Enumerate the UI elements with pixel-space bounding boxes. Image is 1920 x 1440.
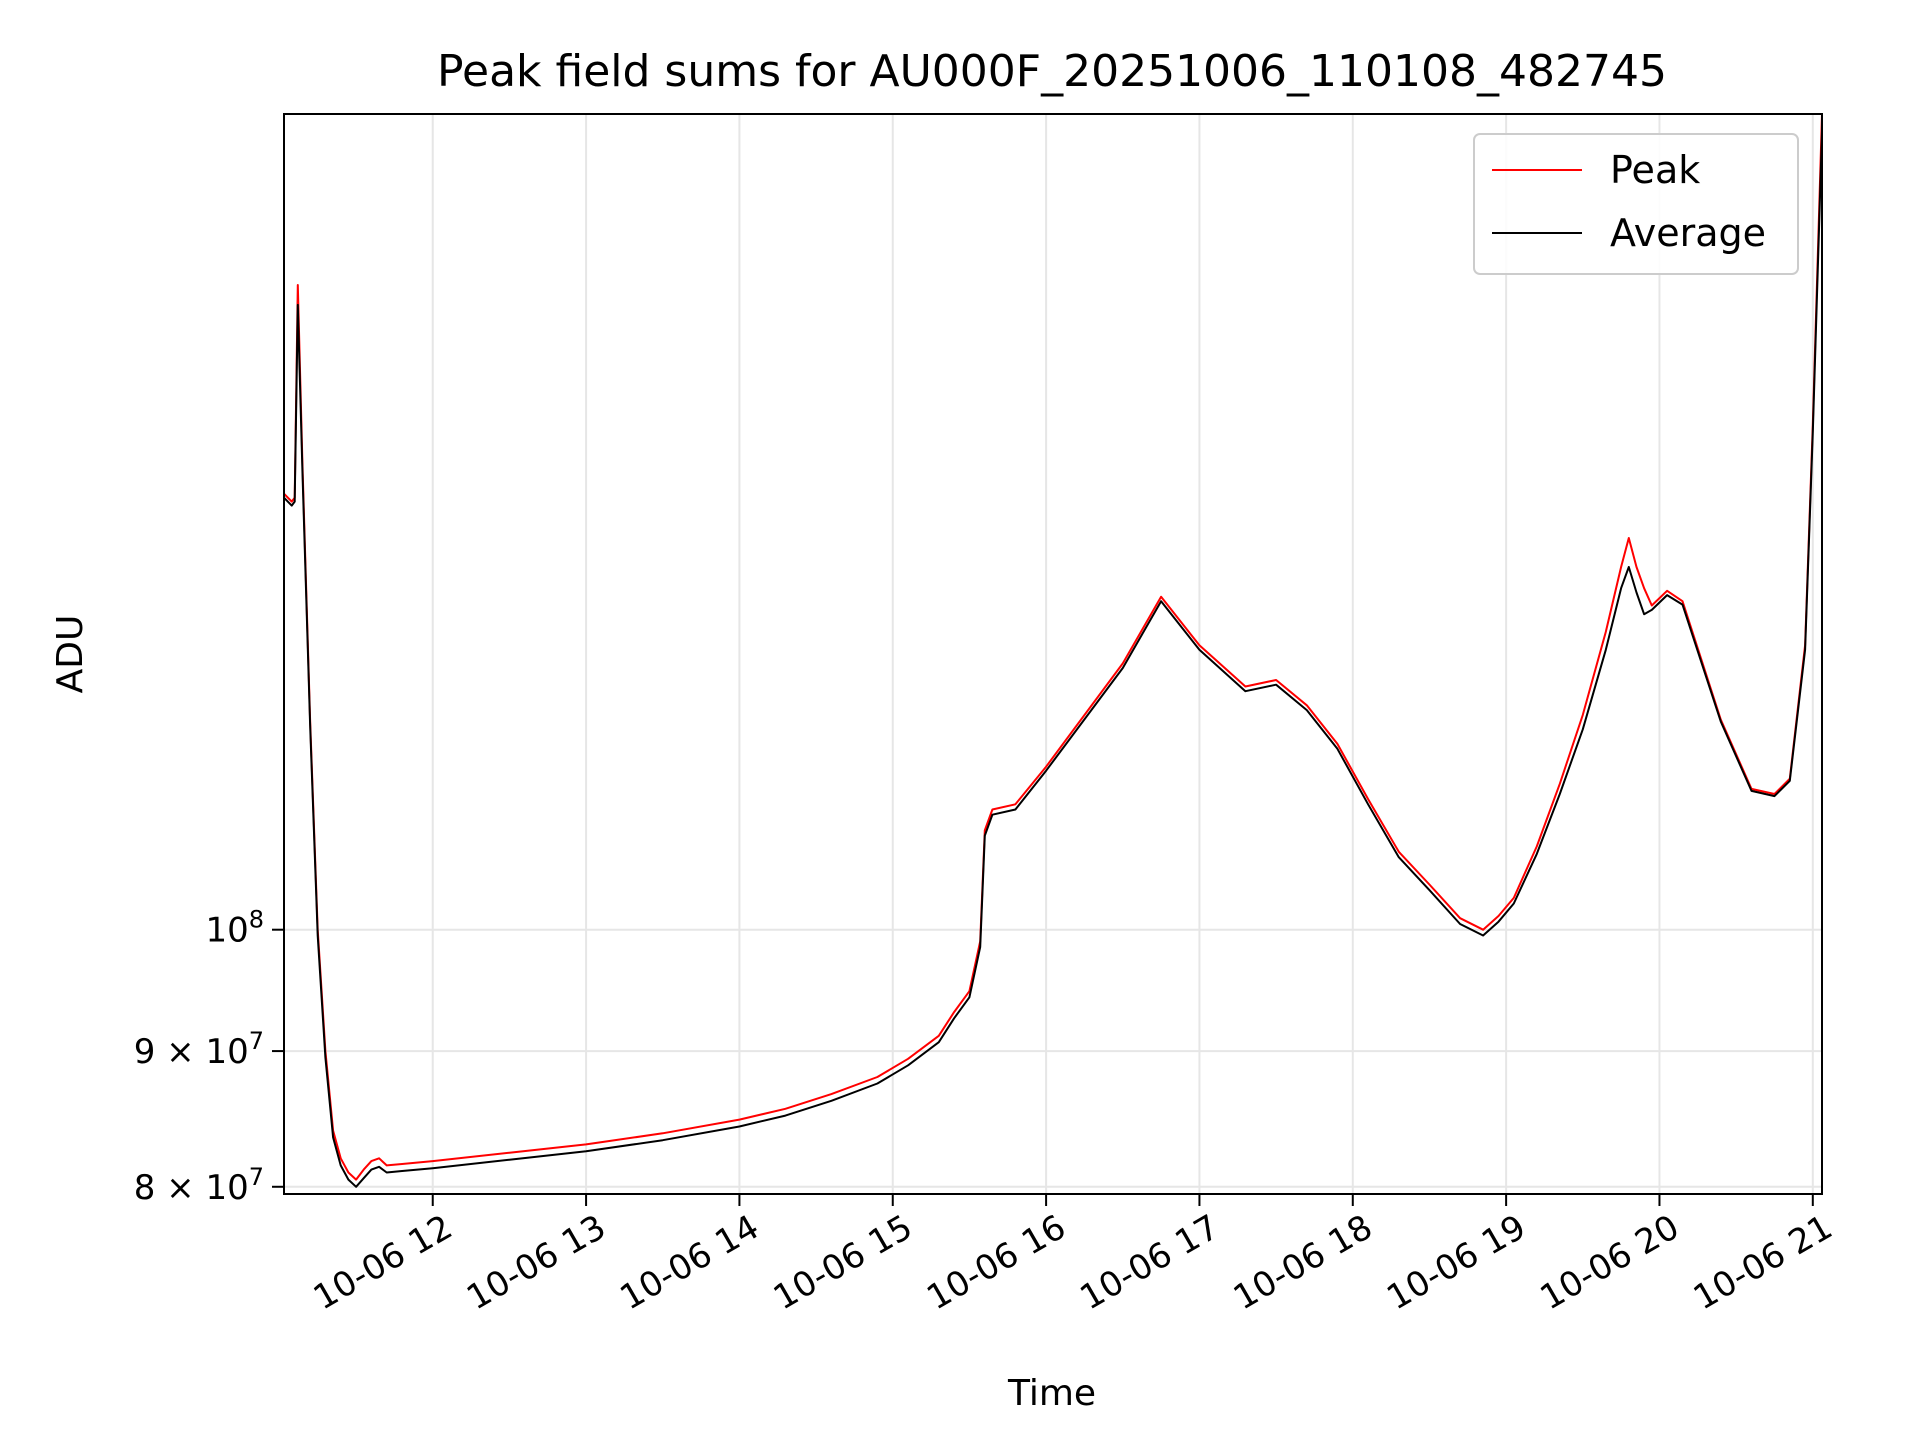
series-line-average [284, 131, 1822, 1188]
y-tick-label: 9 × 107 [134, 1027, 264, 1072]
chart-title: Peak field sums for AU000F_20251006_1101… [437, 46, 1667, 97]
grid-lines [284, 114, 1822, 1194]
plot-frame [283, 113, 1823, 1195]
y-tick-label: 8 × 107 [134, 1163, 264, 1208]
legend-label-peak: Peak [1610, 148, 1700, 192]
legend-label-average: Average [1610, 211, 1766, 255]
x-axis-label: Time [1007, 1373, 1096, 1414]
legend: Peak Average [1473, 133, 1799, 275]
y-tick-label: 108 [205, 906, 264, 951]
y-axis-label: ADU [50, 615, 91, 694]
series-line-peak [284, 114, 1822, 1181]
series-layer [284, 114, 1822, 1188]
